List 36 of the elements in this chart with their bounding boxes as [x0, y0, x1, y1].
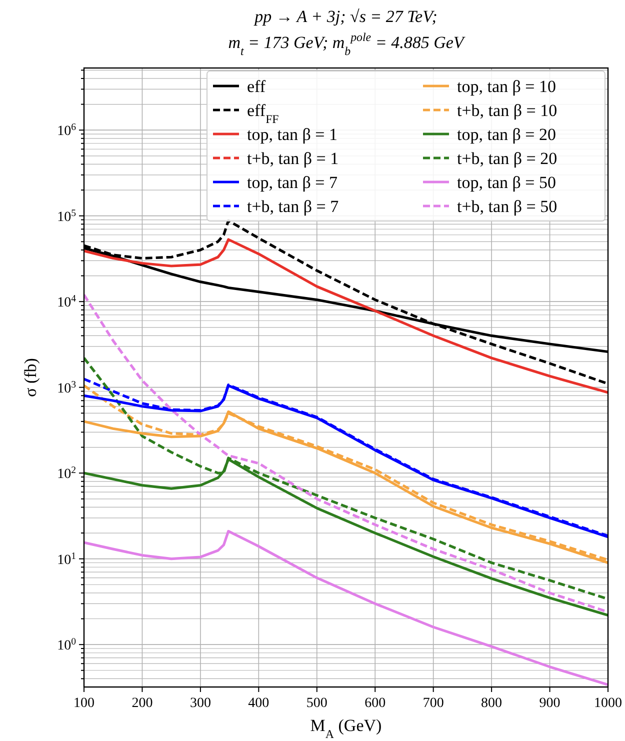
legend-label: t+b, tan β = 10: [457, 101, 558, 120]
x-tick-label: 900: [539, 696, 560, 711]
x-tick-label: 100: [74, 696, 94, 711]
y-tick-label: 10$^{4}$: [57, 293, 76, 311]
y-tick-label: 10$^{2}$: [57, 464, 76, 482]
x-tick-label: 800: [481, 696, 502, 711]
legend-label: t+b, tan β = 1: [247, 149, 339, 168]
legend-label: top, tan β = 7: [247, 173, 338, 192]
legend-label: eff: [247, 77, 266, 96]
y-tick-label: 10$^{0}$: [57, 636, 76, 654]
legend-label: top, tan β = 50: [457, 173, 556, 192]
legend-label: top, tan β = 1: [247, 125, 338, 144]
legend-label: top, tan β = 20: [457, 125, 556, 144]
legend-label: top, tan β = 10: [457, 77, 556, 96]
legend-label: t+b, tan β = 20: [457, 149, 558, 168]
x-tick-label: 300: [190, 696, 211, 711]
y-axis-title: σ (fb): [21, 358, 40, 397]
y-tick-label: 10$^{5}$: [57, 207, 76, 225]
line-series: [84, 238, 608, 394]
line-series: [84, 530, 608, 686]
legend-label: t+b, tan β = 50: [457, 197, 558, 216]
line-series: [84, 294, 608, 614]
x-tick-label: 200: [132, 696, 153, 711]
legend-label: eff$_{FF}$: [247, 101, 280, 126]
x-tick-label: 1000: [594, 696, 622, 711]
x-tick-label: 700: [422, 696, 444, 711]
x-axis-title: M$_{A}$ (GeV): [310, 716, 382, 741]
y-tick-label: 10$^{6}$: [57, 122, 76, 140]
chart-title: pp → A + 3j; √s = 27 TeV;: [254, 7, 438, 26]
y-tick-label: 10$^{1}$: [57, 550, 76, 568]
y-tick-label: 10$^{3}$: [57, 378, 76, 396]
x-tick-label: 500: [306, 696, 328, 711]
legend-label: t+b, tan β = 7: [247, 197, 340, 216]
chart-subtitle: m$_{t}$ = 173 GeV; m$_{b}$$^{pole}$ = 4.885 GeV: [228, 30, 466, 58]
x-tick-label: 600: [364, 696, 386, 711]
x-tick-label: 400: [248, 696, 270, 711]
